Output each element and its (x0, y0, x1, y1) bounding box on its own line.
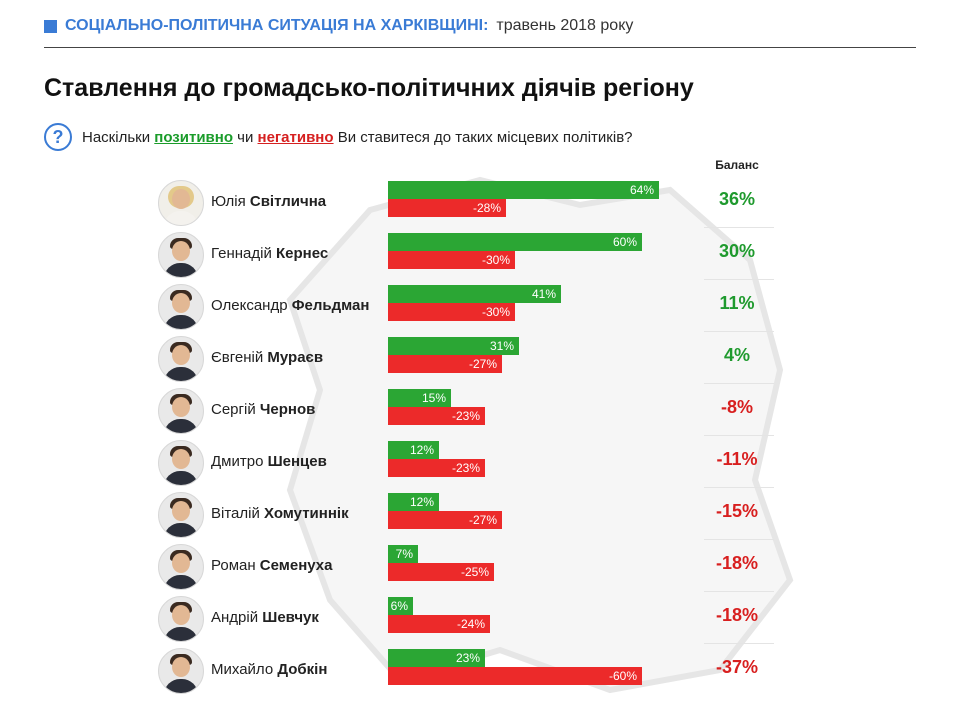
person-name: Євгеній Мураєв (211, 349, 323, 366)
question-suffix: Ви ставитеся до таких місцевих політиків… (337, 128, 633, 146)
question-mark-icon: ? (44, 123, 72, 151)
chart-row: Михайло Добкін 23% -60% -37% (0, 644, 960, 696)
man-portrait-icon (158, 284, 204, 330)
survey-question: ? Наскільки позитивно чи негативно Ви ст… (44, 121, 633, 153)
page-title: Ставлення до громадсько-політичних діячі… (44, 74, 694, 102)
positive-bar: 23% (388, 649, 485, 667)
chart-row: Дмитро Шенцев 12% -23% -11% (0, 436, 960, 488)
balance-value: -18% (715, 605, 759, 625)
person-name: Михайло Добкін (211, 661, 327, 678)
positive-bar: 12% (388, 493, 439, 511)
man-portrait-icon (158, 336, 204, 382)
person-first-name: Євгеній (211, 349, 268, 366)
person-last-name: Добкін (277, 661, 328, 678)
balance-value: -18% (715, 553, 759, 573)
negative-bar: -23% (388, 459, 485, 477)
question-middle: чи (237, 128, 254, 146)
negative-bar: -60% (388, 667, 642, 685)
person-name: Андрій Шевчук (211, 609, 319, 626)
negative-bar: -28% (388, 199, 506, 217)
positive-bar: 7% (388, 545, 418, 563)
positive-bar: 15% (388, 389, 451, 407)
header-date: травень 2018 року (496, 17, 634, 34)
person-name: Роман Семенуха (211, 557, 332, 574)
person-first-name: Віталій (211, 505, 265, 522)
person-last-name: Семенуха (259, 557, 333, 574)
balance-value: 30% (718, 241, 756, 261)
negative-bar: -23% (388, 407, 485, 425)
header-square-icon (44, 19, 57, 33)
chart-row: Олександр Фельдман 41% -30% 11% (0, 280, 960, 332)
chart-row: Сергій Чернов 15% -23% -8% (0, 384, 960, 436)
balance-value: -8% (720, 397, 753, 417)
chart-row: Геннадій Кернес 60% -30% 30% (0, 228, 960, 280)
negative-bar: -24% (388, 615, 490, 633)
person-first-name: Олександр (211, 297, 292, 314)
man-portrait-icon (158, 232, 204, 278)
positive-bar: 41% (388, 285, 561, 303)
positive-bar: 64% (388, 181, 659, 199)
balance-value: 11% (719, 293, 755, 313)
question-text: Наскільки позитивно чи негативно Ви став… (82, 129, 633, 146)
balance-column-header: Баланс (715, 158, 759, 172)
person-name: Сергій Чернов (211, 401, 315, 418)
chart-row: Євгеній Мураєв 31% -27% 4% (0, 332, 960, 384)
man-portrait-icon (158, 648, 204, 694)
man-portrait-icon (158, 492, 204, 538)
negative-bar: -27% (388, 511, 502, 529)
man-portrait-icon (158, 388, 204, 434)
chart-row: Роман Семенуха 7% -25% -18% (0, 540, 960, 592)
person-last-name: Шенцев (267, 453, 327, 470)
man-portrait-icon (158, 544, 204, 590)
person-first-name: Дмитро (211, 453, 268, 470)
question-positive-word: позитивно (154, 128, 233, 146)
person-first-name: Геннадій (211, 245, 277, 262)
woman-portrait-icon (158, 180, 204, 226)
balance-value: -15% (715, 501, 759, 521)
person-first-name: Роман (211, 557, 260, 574)
positive-bar: 31% (388, 337, 519, 355)
chart-row: Віталій Хомутиннік 12% -27% -15% (0, 488, 960, 540)
chart-row: Юлія Світлична 64% -28% 36% (0, 176, 960, 228)
person-name: Юлія Світлична (211, 193, 326, 210)
header-divider (44, 47, 916, 48)
negative-bar: -25% (388, 563, 494, 581)
person-name: Дмитро Шенцев (211, 453, 327, 470)
man-portrait-icon (158, 440, 204, 486)
person-last-name: Кернес (276, 245, 329, 262)
person-last-name: Хомутиннік (264, 505, 349, 522)
balance-value: 4% (723, 345, 750, 365)
person-first-name: Михайло (211, 661, 278, 678)
question-negative-word: негативно (257, 128, 334, 146)
balance-value: -37% (715, 657, 759, 677)
positive-bar: 12% (388, 441, 439, 459)
person-last-name: Світлична (249, 193, 327, 210)
balance-value: -11% (716, 449, 758, 469)
person-last-name: Чернов (259, 401, 316, 418)
person-name: Геннадій Кернес (211, 245, 328, 262)
person-last-name: Шевчук (262, 609, 319, 626)
person-last-name: Фельдман (291, 297, 370, 314)
person-first-name: Сергій (211, 401, 260, 418)
balance-value: 36% (718, 189, 756, 209)
person-first-name: Андрій (211, 609, 263, 626)
negative-bar: -27% (388, 355, 502, 373)
positive-bar: 60% (388, 233, 642, 251)
header-topic: Соціально-політична ситуація на Харківщи… (65, 17, 489, 34)
man-portrait-icon (158, 596, 204, 642)
positive-bar: 6% (388, 597, 413, 615)
report-header: Соціально-політична ситуація на Харківщи… (44, 14, 633, 38)
person-first-name: Юлія (211, 193, 250, 210)
person-name: Віталій Хомутиннік (211, 505, 349, 522)
person-last-name: Мураєв (267, 349, 324, 366)
negative-bar: -30% (388, 303, 515, 321)
person-name: Олександр Фельдман (211, 297, 369, 314)
chart-row: Андрій Шевчук 6% -24% -18% (0, 592, 960, 644)
negative-bar: -30% (388, 251, 515, 269)
question-prefix: Наскільки (82, 128, 151, 146)
